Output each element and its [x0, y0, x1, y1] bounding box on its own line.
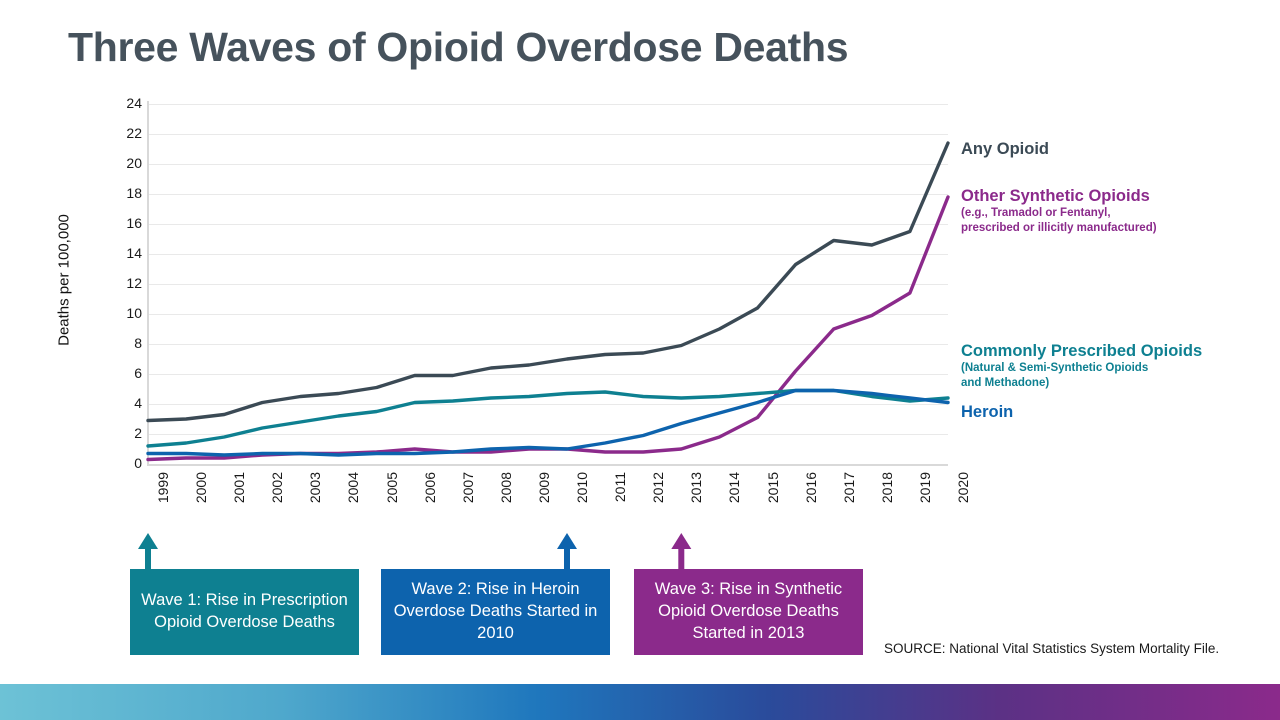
y-tick-label: 24: [126, 95, 142, 111]
gridline: [148, 164, 948, 165]
page-title: Three Waves of Opioid Overdose Deaths: [68, 24, 849, 70]
y-tick-label: 16: [126, 215, 142, 231]
series-label-any-opioid-main: Any Opioid: [961, 140, 1049, 158]
wave-callout-1-text: Wave 1: Rise in Prescription Opioid Over…: [141, 591, 348, 631]
y-tick-label: 18: [126, 185, 142, 201]
gridline: [148, 254, 948, 255]
series-label-heroin: Heroin: [961, 403, 1013, 422]
series-line: [146, 388, 950, 448]
wave-callout-2-text: Wave 2: Rise in Heroin Overdose Deaths S…: [393, 580, 598, 642]
gridline: [148, 434, 948, 435]
gridline: [148, 104, 948, 105]
gridline: [148, 404, 948, 405]
y-tick-label: 8: [134, 335, 142, 351]
series-line: [146, 195, 950, 462]
gridline: [148, 344, 948, 345]
y-tick-label: 14: [126, 245, 142, 261]
y-tick-label: 12: [126, 275, 142, 291]
series-label-heroin-main: Heroin: [961, 403, 1014, 421]
y-tick-label: 6: [134, 365, 142, 381]
decorative-gradient-bar: [0, 684, 1280, 720]
gridline: [148, 224, 948, 225]
series-label-commonly-prescribed-main: Commonly Prescribed Opioids: [961, 342, 1203, 360]
source-note: SOURCE: National Vital Statistics System…: [884, 641, 1220, 656]
wave-callout-1[interactable]: Wave 1: Rise in Prescription Opioid Over…: [130, 569, 359, 655]
y-tick-label: 2: [134, 425, 142, 441]
y-tick-label: 22: [126, 125, 142, 141]
series-label-other-synthetic: Other Synthetic Opioids (e.g., Tramadol …: [961, 187, 1157, 237]
series-line: [146, 388, 950, 457]
series-label-other-synthetic-sub2: prescribed or illicitly manufactured): [961, 222, 1157, 235]
gridline: [148, 194, 948, 195]
y-tick-label: 20: [126, 155, 142, 171]
series-line: [146, 141, 950, 423]
y-axis-line: [147, 101, 149, 465]
x-axis-line: [147, 464, 948, 466]
series-label-commonly-prescribed: Commonly Prescribed Opioids (Natural & S…: [961, 342, 1202, 392]
series-label-any-opioid: Any Opioid: [961, 140, 1049, 159]
gridline: [148, 374, 948, 375]
y-tick-label: 4: [134, 395, 142, 411]
wave-callout-3[interactable]: Wave 3: Rise in Synthetic Opioid Overdos…: [634, 569, 863, 655]
series-label-commonly-prescribed-sub2: and Methadone): [961, 377, 1050, 390]
gridline: [148, 284, 948, 285]
wave-callout-3-text: Wave 3: Rise in Synthetic Opioid Overdos…: [654, 580, 843, 642]
series-label-commonly-prescribed-sub1: (Natural & Semi-Synthetic Opioids: [961, 361, 1149, 374]
gridline: [148, 134, 948, 135]
series-label-other-synthetic-sub1: (e.g., Tramadol or Fentanyl,: [961, 206, 1111, 219]
gridline: [148, 314, 948, 315]
y-tick-label: 10: [126, 305, 142, 321]
y-tick-label: 0: [134, 455, 142, 471]
series-label-other-synthetic-main: Other Synthetic Opioids: [961, 187, 1150, 205]
wave-callout-2[interactable]: Wave 2: Rise in Heroin Overdose Deaths S…: [381, 569, 610, 655]
